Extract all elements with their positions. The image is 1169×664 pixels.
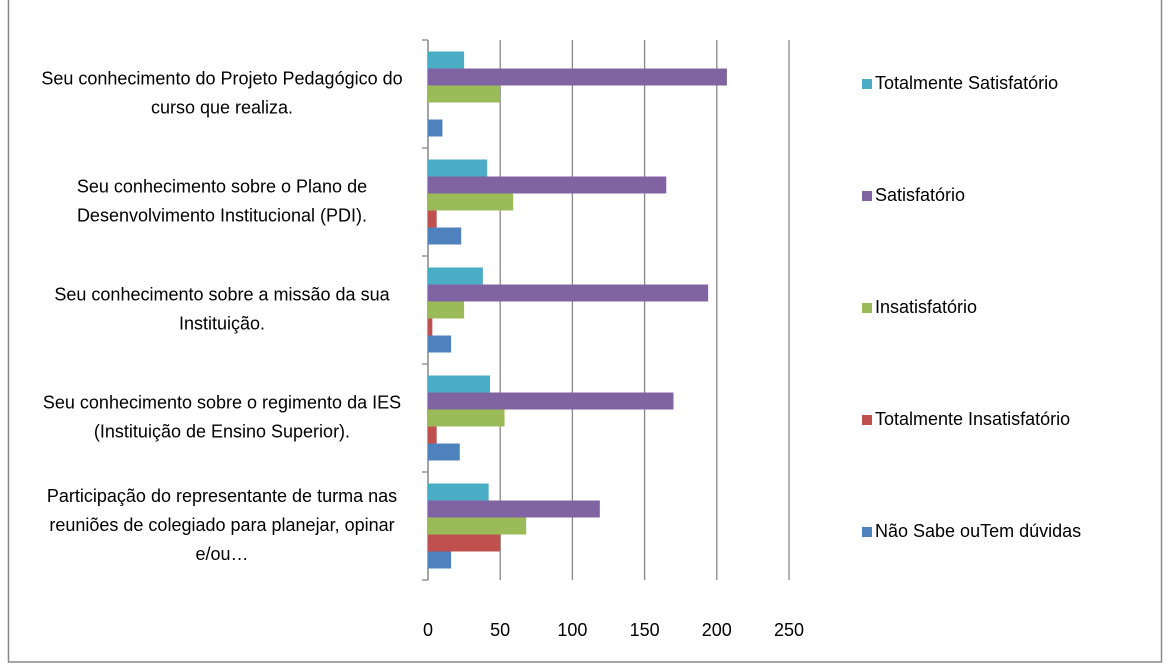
x-tick-label: 0 xyxy=(423,620,433,640)
x-tick-label: 50 xyxy=(490,620,510,640)
x-tick-label: 250 xyxy=(774,620,804,640)
x-tick-label: 200 xyxy=(702,620,732,640)
legend-label: Insatisfatório xyxy=(875,297,977,317)
bar xyxy=(428,284,709,302)
bar xyxy=(428,301,465,319)
bar xyxy=(428,159,488,177)
y-tick-label: Seu conhecimento sobre o regimento da IE… xyxy=(43,392,401,441)
bar xyxy=(428,443,460,461)
legend-swatch xyxy=(862,79,872,89)
bar xyxy=(428,51,465,69)
bar xyxy=(428,375,491,393)
x-tick-label: 150 xyxy=(630,620,660,640)
bar xyxy=(428,85,501,103)
legend-swatch xyxy=(862,415,872,425)
legend-label: Satisfatório xyxy=(875,185,965,205)
bar xyxy=(428,500,600,518)
legend-label: Não Sabe ouTem dúvidas xyxy=(875,521,1081,541)
bar xyxy=(428,534,501,552)
bar xyxy=(428,68,727,86)
bar xyxy=(428,318,433,336)
bar xyxy=(428,409,505,427)
bar xyxy=(428,551,452,569)
legend-swatch xyxy=(862,303,872,313)
bar xyxy=(428,119,443,137)
legend-swatch xyxy=(862,191,872,201)
bar xyxy=(428,267,483,285)
bar xyxy=(428,176,667,194)
bar xyxy=(428,210,437,228)
legend-label: Totalmente Insatisfatório xyxy=(875,409,1070,429)
y-tick-label: Seu conhecimento sobre o Plano de Desenvo… xyxy=(77,176,367,225)
bar xyxy=(428,193,514,211)
legend-swatch xyxy=(862,527,872,537)
bar xyxy=(428,426,437,444)
y-tick-label: Seu conhecimento sobre a missão da sua In… xyxy=(54,284,390,333)
y-tick-label: Seu conhecimento do Projeto Pedagógico d… xyxy=(41,68,402,117)
bar xyxy=(428,517,527,535)
bar xyxy=(428,335,452,353)
chart-frame xyxy=(7,0,1163,663)
bar xyxy=(428,227,462,245)
x-tick-label: 100 xyxy=(557,620,587,640)
y-tick-label: Participação do representante de turma n… xyxy=(47,486,397,564)
bar xyxy=(428,392,674,410)
legend-label: Totalmente Satisfatório xyxy=(875,73,1058,93)
bar xyxy=(428,483,489,501)
